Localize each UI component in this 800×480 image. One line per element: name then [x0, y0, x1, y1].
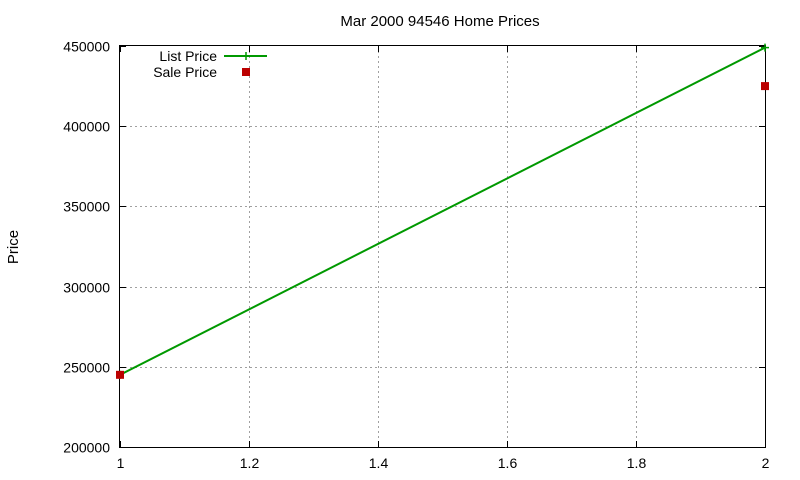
- sale-price-series: [116, 82, 769, 379]
- x-tick-label: 2: [762, 455, 770, 471]
- y-tick-label: 250000: [63, 360, 110, 376]
- y-tick-label: 350000: [63, 199, 110, 215]
- axis-ticks: 1 1.2 1.4 1.6 1.8 2 200000 250000 300000 350000 40…: [63, 39, 769, 472]
- x-tick-label: 1.2: [240, 455, 260, 471]
- plot-frame: [119, 45, 766, 448]
- x-tick-label: 1.6: [498, 455, 518, 471]
- chart-title: Mar 2000 94546 Home Prices: [340, 13, 539, 30]
- legend-label: Sale Price: [153, 64, 217, 80]
- x-tick-label: 1: [117, 455, 125, 471]
- legend-label: List Price: [159, 48, 217, 64]
- y-tick-label: 300000: [63, 280, 110, 296]
- legend-item-sale-price: Sale Price: [153, 64, 250, 80]
- y-tick-label: 400000: [63, 119, 110, 135]
- list-price-series: [116, 43, 769, 379]
- list-price-point: [761, 43, 769, 52]
- legend-marker: [242, 52, 250, 60]
- x-tick-label: 1.8: [627, 455, 647, 471]
- series-layer: [116, 43, 769, 379]
- sale-price-point: [116, 370, 124, 379]
- x-tick-label: 1.4: [369, 455, 389, 471]
- y-tick-label: 200000: [63, 440, 110, 456]
- legend-item-list-price: List Price: [159, 48, 267, 64]
- y-axis-label: Price: [5, 230, 22, 264]
- y-tick-label: 450000: [63, 39, 110, 55]
- sale-price-point: [761, 82, 769, 91]
- grid-lines: [120, 46, 765, 447]
- legend-marker: [242, 68, 250, 76]
- list-price-line: [119, 46, 766, 376]
